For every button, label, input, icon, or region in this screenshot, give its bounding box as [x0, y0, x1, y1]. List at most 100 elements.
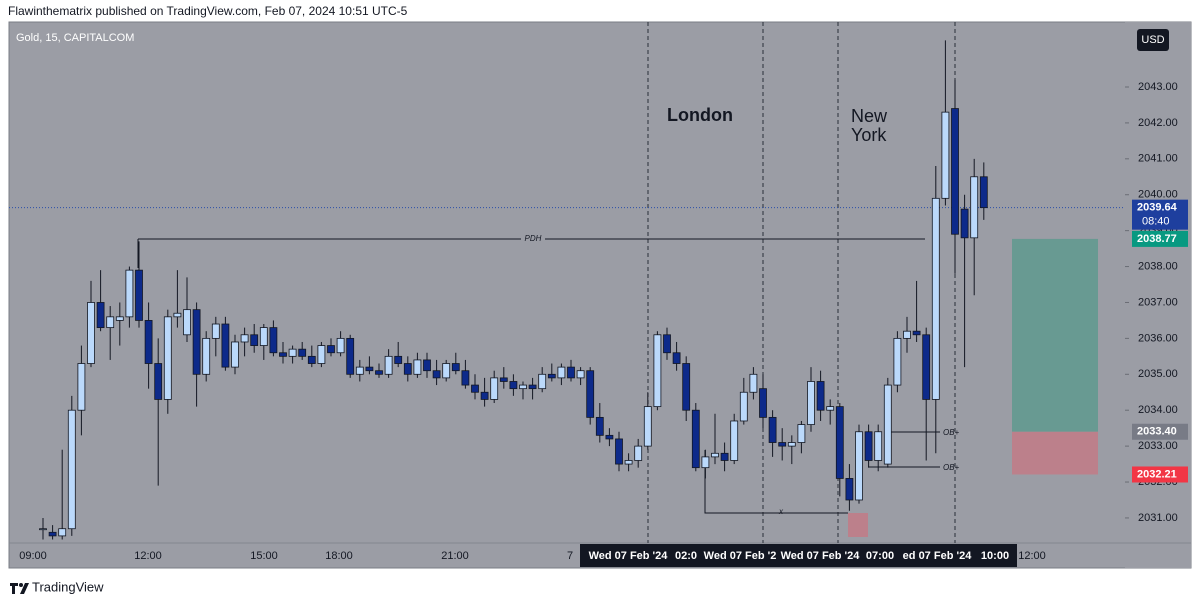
candle-body: [442, 363, 451, 379]
candle-body: [106, 316, 115, 329]
candle: [547, 363, 556, 382]
candle: [307, 345, 316, 368]
candle: [490, 370, 499, 404]
candle: [538, 367, 547, 393]
candle: [883, 377, 892, 468]
candle-body: [682, 363, 691, 411]
candle: [941, 40, 950, 206]
candle: [442, 359, 451, 382]
candle: [432, 359, 441, 386]
candle: [797, 420, 806, 454]
candle: [576, 367, 585, 386]
candle: [720, 442, 729, 472]
candle-body: [327, 345, 335, 354]
candle: [605, 428, 614, 447]
candle-body: [221, 323, 230, 368]
candle: [653, 331, 662, 411]
pdh-label: PDH: [525, 234, 542, 243]
candle: [864, 424, 873, 468]
candle-body: [231, 341, 239, 368]
candle-body: [77, 363, 86, 411]
candle: [480, 377, 489, 407]
candle: [682, 356, 691, 421]
candle-body: [576, 370, 585, 379]
symbol-title: Gold, 15, CAPITALCOM: [16, 32, 134, 44]
candle: [624, 453, 633, 472]
x-tick-label: 10:00: [981, 550, 1009, 562]
x-tick-label: Wed 07 Feb '2: [704, 550, 777, 562]
candle-body: [403, 363, 412, 375]
currency-label: USD: [1141, 34, 1164, 46]
candle: [691, 403, 700, 472]
candle: [701, 449, 710, 479]
candle: [951, 79, 959, 274]
candle-body: [634, 445, 643, 461]
candle-body: [307, 355, 316, 364]
candle: [298, 341, 307, 360]
x-tick-label: 07:00: [866, 550, 894, 562]
candle-body: [317, 345, 326, 364]
candle-body: [835, 406, 844, 479]
london-label: London: [667, 105, 733, 125]
crosshair-time-band: [580, 544, 1017, 567]
candle: [259, 324, 268, 360]
candle-body: [759, 388, 767, 418]
profit-zone: [1012, 238, 1098, 432]
y-tick-label: 2034.00: [1138, 404, 1178, 416]
candle-body: [807, 381, 815, 425]
candle: [557, 363, 566, 386]
candle-body: [115, 316, 124, 321]
candle: [375, 363, 383, 378]
candle: [739, 377, 748, 425]
candle-body: [643, 406, 652, 447]
candle: [144, 302, 153, 389]
candle: [471, 374, 479, 400]
candle-body: [509, 381, 518, 390]
ob-label: OB+: [943, 428, 960, 437]
y-tick-label: 2033.00: [1138, 440, 1178, 452]
candle: [778, 428, 787, 461]
candle: [912, 280, 921, 342]
candle-body: [883, 384, 892, 465]
candle: [87, 280, 95, 368]
candle-body: [922, 334, 931, 400]
candle-body: [912, 330, 921, 336]
candle: [173, 270, 182, 328]
candle: [336, 331, 345, 357]
candle: [231, 334, 239, 375]
x-tick-label: 09:00: [19, 550, 47, 562]
candle-body: [855, 431, 863, 501]
candle: [250, 324, 259, 353]
candle-body: [538, 373, 547, 390]
candle-body: [384, 355, 393, 375]
candle-body: [154, 363, 163, 400]
candle-body: [739, 391, 748, 422]
candle: [192, 302, 201, 407]
price-label: 2038.77: [1137, 233, 1177, 245]
candle-body: [730, 420, 739, 461]
candle-body: [279, 352, 287, 357]
candle-body: [67, 409, 76, 530]
candle-body: [96, 302, 105, 329]
candle-body: [202, 337, 211, 375]
candle: [672, 341, 681, 371]
candle: [931, 166, 940, 454]
candle: [874, 424, 883, 472]
candle: [423, 352, 431, 378]
candle-body: [58, 528, 67, 537]
candle-body: [451, 363, 460, 372]
candle-body: [471, 384, 479, 393]
candle: [115, 302, 124, 346]
candle-body: [864, 431, 873, 461]
candle-body: [960, 208, 969, 239]
candle: [528, 377, 537, 400]
candle-body: [135, 269, 143, 321]
candle: [154, 338, 163, 486]
candle: [346, 334, 355, 378]
candle-body: [691, 409, 700, 469]
candle: [240, 327, 249, 357]
candle: [509, 374, 518, 396]
candle-body: [183, 309, 191, 336]
candle-body: [547, 373, 556, 379]
candle-body: [979, 176, 988, 209]
